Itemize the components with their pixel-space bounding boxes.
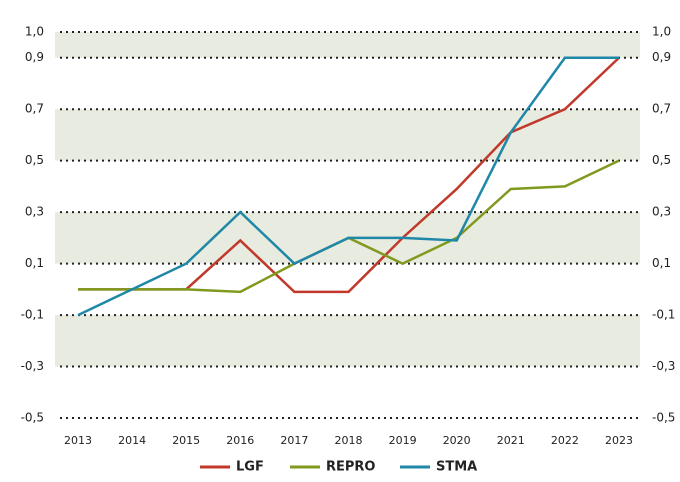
x-tick-label: 2016 [226,434,254,447]
y2-tick-label: 0,3 [652,205,671,219]
y-tick-label: 0,7 [25,102,44,116]
y-tick-label: -0,5 [21,411,44,425]
y2-tick-label: 0,9 [652,50,671,64]
line [77,56,619,317]
y-tick-label: 0,3 [25,205,44,219]
x-tick-label: 2022 [551,434,579,447]
x-tick-label: 2013 [64,434,92,447]
legend-label: REPRO [326,460,375,475]
y2-tick-label: -0,3 [652,359,675,373]
y2-tick-label: 0,5 [652,153,671,167]
x-tick-label: 2020 [443,434,471,447]
y-tick-label: -0,1 [21,308,44,322]
y2-tick-label: 0,7 [652,102,671,116]
y-tick-label: -0,3 [21,359,44,373]
band [55,32,640,58]
y-tick-label: 0,9 [25,50,44,64]
y2-tick-label: -0,5 [652,411,675,425]
x-tick-label: 2015 [172,434,200,447]
y-tick-label: 1,0 [25,25,44,39]
x-tick-label: 2017 [280,434,308,447]
band [55,109,640,161]
legend-label: LGF [236,460,264,475]
x-tick-label: 2019 [389,434,417,447]
y2-tick-label: 0,1 [652,256,671,270]
y-tick-label: 0,5 [25,153,44,167]
y2-tick-label: 1,0 [652,25,671,39]
x-tick-label: 2014 [118,434,146,447]
legend-label: STMA [436,460,477,475]
y2-tick-label: -0,1 [652,308,675,322]
y-tick-label: 0,1 [25,256,44,270]
band [55,315,640,367]
x-tick-label: 2018 [335,434,363,447]
x-tick-label: 2023 [605,434,633,447]
x-tick-label: 2021 [497,434,525,447]
